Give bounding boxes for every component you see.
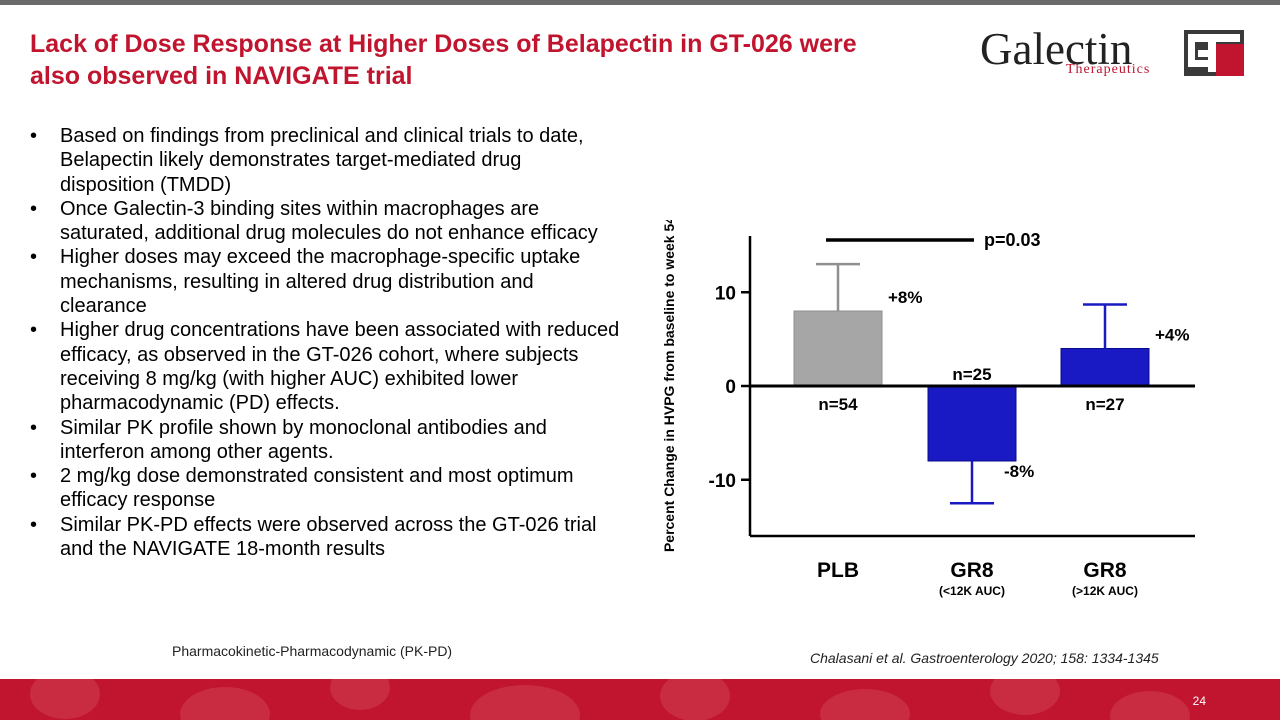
bullet-item: • Based on findings from preclinical and …	[30, 124, 620, 197]
n-label: n=54	[818, 395, 858, 414]
footer-band: 24	[0, 679, 1280, 720]
n-label: n=27	[1085, 395, 1124, 414]
bullet-item: • Higher drug concentrations have been as…	[30, 318, 620, 415]
bullet-text: 2 mg/kg dose demonstrated consistent and…	[60, 465, 574, 512]
data-label: -8%	[1004, 462, 1034, 481]
bullet-text: Higher doses may exceed the macrophage-s…	[60, 246, 581, 318]
company-logo: Galectin Therapeutics	[978, 26, 1248, 82]
bullet-item: • Once Galectin-3 binding sites within ma…	[30, 197, 620, 246]
x-tick-label: PLB	[817, 559, 859, 582]
bullet-text: Based on findings from preclinical and c…	[60, 125, 584, 196]
bullet-marker: •	[30, 513, 38, 536]
footnote-pkpd: Pharmacokinetic-Pharmacodynamic (PK-PD)	[172, 643, 453, 659]
bullet-marker: •	[30, 416, 38, 439]
title-line-1: Lack of Dose Response at Higher Doses of…	[30, 30, 857, 58]
bullet-item: • Similar PK profile shown by monoclonal …	[30, 416, 620, 465]
y-tick-label: 10	[715, 283, 736, 304]
bullet-marker: •	[30, 197, 38, 220]
n-label: n=25	[952, 365, 991, 384]
logo-subtitle: Therapeutics	[1066, 62, 1151, 77]
title-line-2: also observed in NAVIGATE trial	[30, 62, 413, 90]
bullet-text: Similar PK profile shown by monoclonal a…	[60, 416, 547, 463]
bullet-item: • Similar PK-PD effects were observed acr…	[30, 513, 620, 562]
x-tick-label: GR8	[950, 559, 994, 582]
hvpg-bar-chart: Percent Change in HVPG from baseline to …	[661, 220, 1195, 598]
bullet-item: • Higher doses may exceed the macrophage-…	[30, 245, 620, 318]
p-value-label: p=0.03	[984, 230, 1041, 250]
page-number: 24	[1192, 694, 1206, 708]
bar	[793, 310, 883, 387]
bullet-text: Similar PK-PD effects were observed acro…	[60, 513, 597, 561]
y-tick-label: -10	[709, 471, 736, 492]
bar	[1060, 348, 1150, 387]
x-tick-sublabel: (<12K AUC)	[939, 584, 1005, 598]
data-label: +4%	[1155, 326, 1190, 345]
y-tick-label: 0	[725, 377, 736, 398]
bar	[927, 385, 1017, 462]
bullet-marker: •	[30, 319, 38, 342]
bullet-text: Once Galectin-3 binding sites within mac…	[60, 197, 598, 245]
citation: Chalasani et al. Gastroenterology 2020; …	[810, 650, 1159, 666]
x-tick-label: GR8	[1083, 559, 1127, 582]
bullet-marker: •	[30, 125, 38, 147]
bullet-list: • Based on findings from preclinical and …	[30, 124, 620, 561]
bullet-marker: •	[30, 465, 38, 488]
x-tick-sublabel: (>12K AUC)	[1072, 584, 1138, 598]
bullet-marker: •	[30, 246, 38, 269]
y-axis-label: Percent Change in HVPG from baseline to …	[661, 220, 677, 552]
bullet-text: Higher drug concentrations have been ass…	[60, 319, 620, 415]
logo-gt-mark-icon	[1184, 30, 1244, 76]
data-label: +8%	[888, 288, 923, 307]
top-rule	[0, 0, 1280, 5]
logo-wordmark: Galectin	[980, 24, 1133, 74]
slide-title: Lack of Dose Response at Higher Doses of…	[30, 28, 930, 92]
bullet-item: • 2 mg/kg dose demonstrated consistent an…	[30, 464, 620, 513]
